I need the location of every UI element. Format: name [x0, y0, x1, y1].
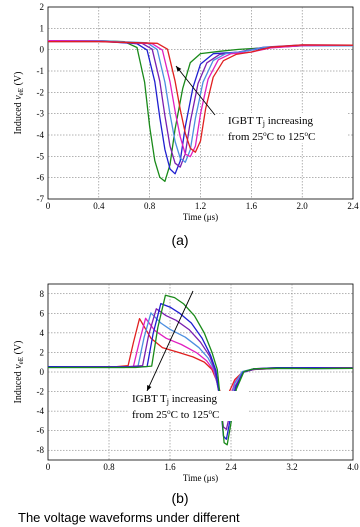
y-tick-label: -2	[37, 87, 45, 97]
y-axis-label: Induced veE (V)	[13, 72, 25, 135]
x-tick-label: 0.8	[144, 201, 156, 211]
caption-text: The voltage waveforms under different	[18, 510, 240, 525]
x-tick-label: 0.4	[93, 201, 105, 211]
y-tick-label: -1	[37, 66, 45, 76]
plot-area	[47, 283, 354, 461]
x-tick-label: 1.2	[195, 201, 206, 211]
annotation-line-2: from 25oC to 125oC	[132, 408, 219, 421]
y-tick-label: -5	[37, 151, 45, 161]
panel-label: (b)	[171, 490, 188, 506]
annotation-background	[225, 113, 347, 143]
y-tick-label: 1	[40, 23, 45, 33]
x-tick-label: 3.2	[286, 462, 297, 472]
x-tick-label: 0.8	[103, 462, 115, 472]
panel-label: (a)	[171, 232, 188, 248]
chart-panel-a: 0 0.4 0.8 1.2 1.6 2.0 2.4 2 1 0 -1 -2 -3 -4 -5 -6 -7 Time…	[13, 2, 359, 248]
y-tick-label: 2	[40, 347, 45, 357]
series-line-6	[48, 40, 354, 153]
x-tick-label: 0	[46, 201, 51, 211]
x-tick-label: 2.4	[225, 462, 237, 472]
y-tick-label: -7	[37, 194, 45, 204]
y-tick-label: 8	[40, 289, 45, 299]
annotation-line-2: from 25oC to 125oC	[228, 130, 315, 143]
annotation-arrow	[175, 65, 216, 116]
y-tick-label: -6	[37, 426, 45, 436]
y-tick-label: -3	[37, 109, 45, 119]
annotation-arrow	[146, 290, 194, 392]
y-tick-label: 2	[40, 2, 45, 12]
annotation-arrowhead	[147, 385, 152, 391]
y-tick-label: -4	[37, 406, 45, 416]
y-tick-label: -6	[37, 173, 45, 183]
annotation-arrowhead	[176, 66, 182, 72]
y-tick-label: 0	[40, 367, 45, 377]
x-axis-label: Time (μs)	[183, 212, 218, 222]
y-tick-label: 0	[40, 45, 45, 55]
series-line-6	[48, 294, 354, 446]
annotation-line-1: IGBT Tj increasing	[132, 393, 217, 406]
x-tick-label: 2.0	[297, 201, 309, 211]
x-tick-label: 1.6	[246, 201, 258, 211]
y-tick-label: -2	[37, 387, 45, 397]
annotation-line-1: IGBT Tj increasing	[228, 115, 313, 128]
y-tick-label: -8	[37, 445, 45, 455]
y-tick-label: 6	[40, 308, 45, 318]
x-tick-label: 0	[46, 462, 51, 472]
series-line-1	[47, 40, 354, 183]
x-tick-label: 1.6	[164, 462, 176, 472]
y-axis-label: Induced veE (V)	[13, 341, 25, 404]
annotation-background	[129, 391, 249, 421]
x-tick-label: 2.4	[347, 201, 359, 211]
x-axis-label: Time (μs)	[183, 473, 218, 483]
x-tick-label: 4.0	[347, 462, 359, 472]
y-tick-label: 4	[40, 328, 45, 338]
chart-panel-b: 0 0.8 1.6 2.4 3.2 4.0 8 6 4 2 0 -2 -4 -6 -8 Time (μs) In…	[13, 283, 359, 506]
y-tick-label: -4	[37, 130, 45, 140]
